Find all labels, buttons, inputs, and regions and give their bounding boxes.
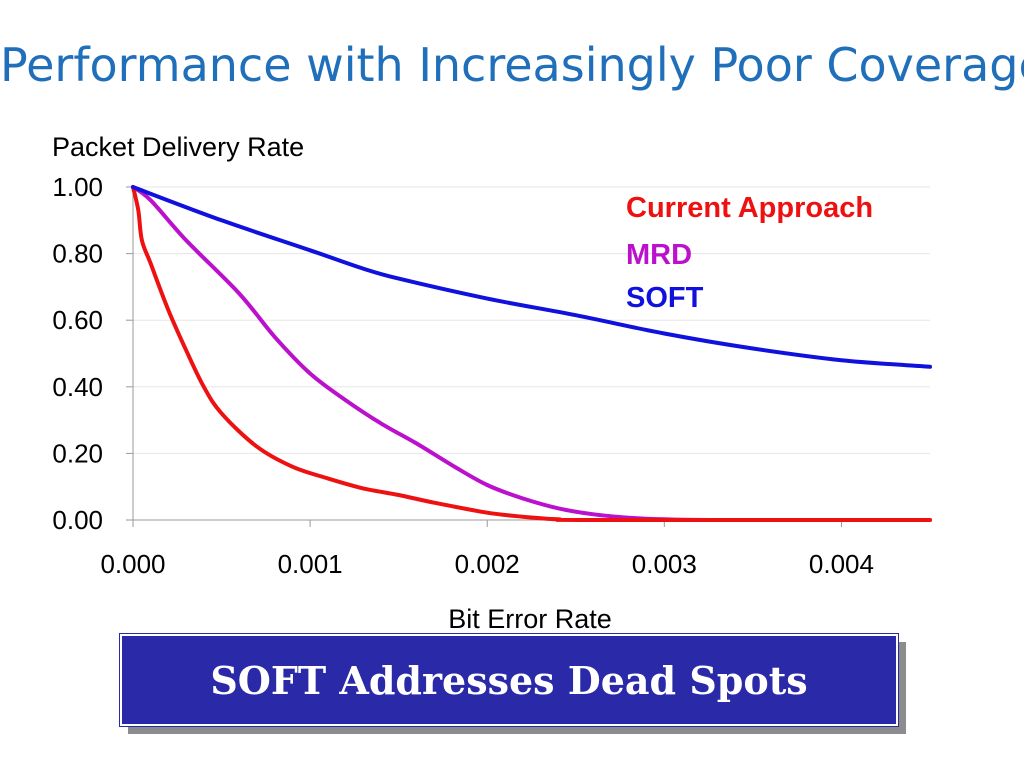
y-tick-label: 0.00 [52,505,103,535]
grid-lines [133,186,930,454]
y-axis-label: Packet Delivery Rate [52,132,304,162]
tick-marks: 0.00 0.20 0.40 0.60 0.80 1.00 0.000 0.001 0.002 0… [52,172,874,579]
legend: Current Approach MRD SOFT [626,192,873,314]
banner-text: SOFT Addresses Dead Spots [210,657,808,703]
legend-item-soft: SOFT [626,282,704,314]
y-tick-label: 1.00 [52,172,103,202]
series-lines [131,185,932,523]
summary-banner: SOFT Addresses Dead Spots [120,634,898,726]
x-axis-label: Bit Error Rate [448,604,612,634]
legend-item-current-approach: Current Approach [626,192,873,224]
x-tick-label: 0.001 [278,549,343,579]
y-tick-label: 0.60 [52,305,103,335]
x-tick-label: 0.004 [809,549,874,579]
y-tick-label: 0.20 [52,438,103,468]
y-tick-label: 0.40 [52,372,103,402]
series-line-mrd [131,185,932,523]
slide-title: Performance with Increasingly Poor Cover… [0,38,1024,92]
x-tick-label: 0.000 [100,549,165,579]
series-line-soft [131,185,932,369]
legend-item-mrd: MRD [626,239,692,271]
chart-axes [132,187,930,521]
series-line-current-approach [131,185,932,523]
y-tick-label: 0.80 [52,239,103,269]
x-tick-label: 0.003 [632,549,697,579]
x-tick-label: 0.002 [455,549,520,579]
